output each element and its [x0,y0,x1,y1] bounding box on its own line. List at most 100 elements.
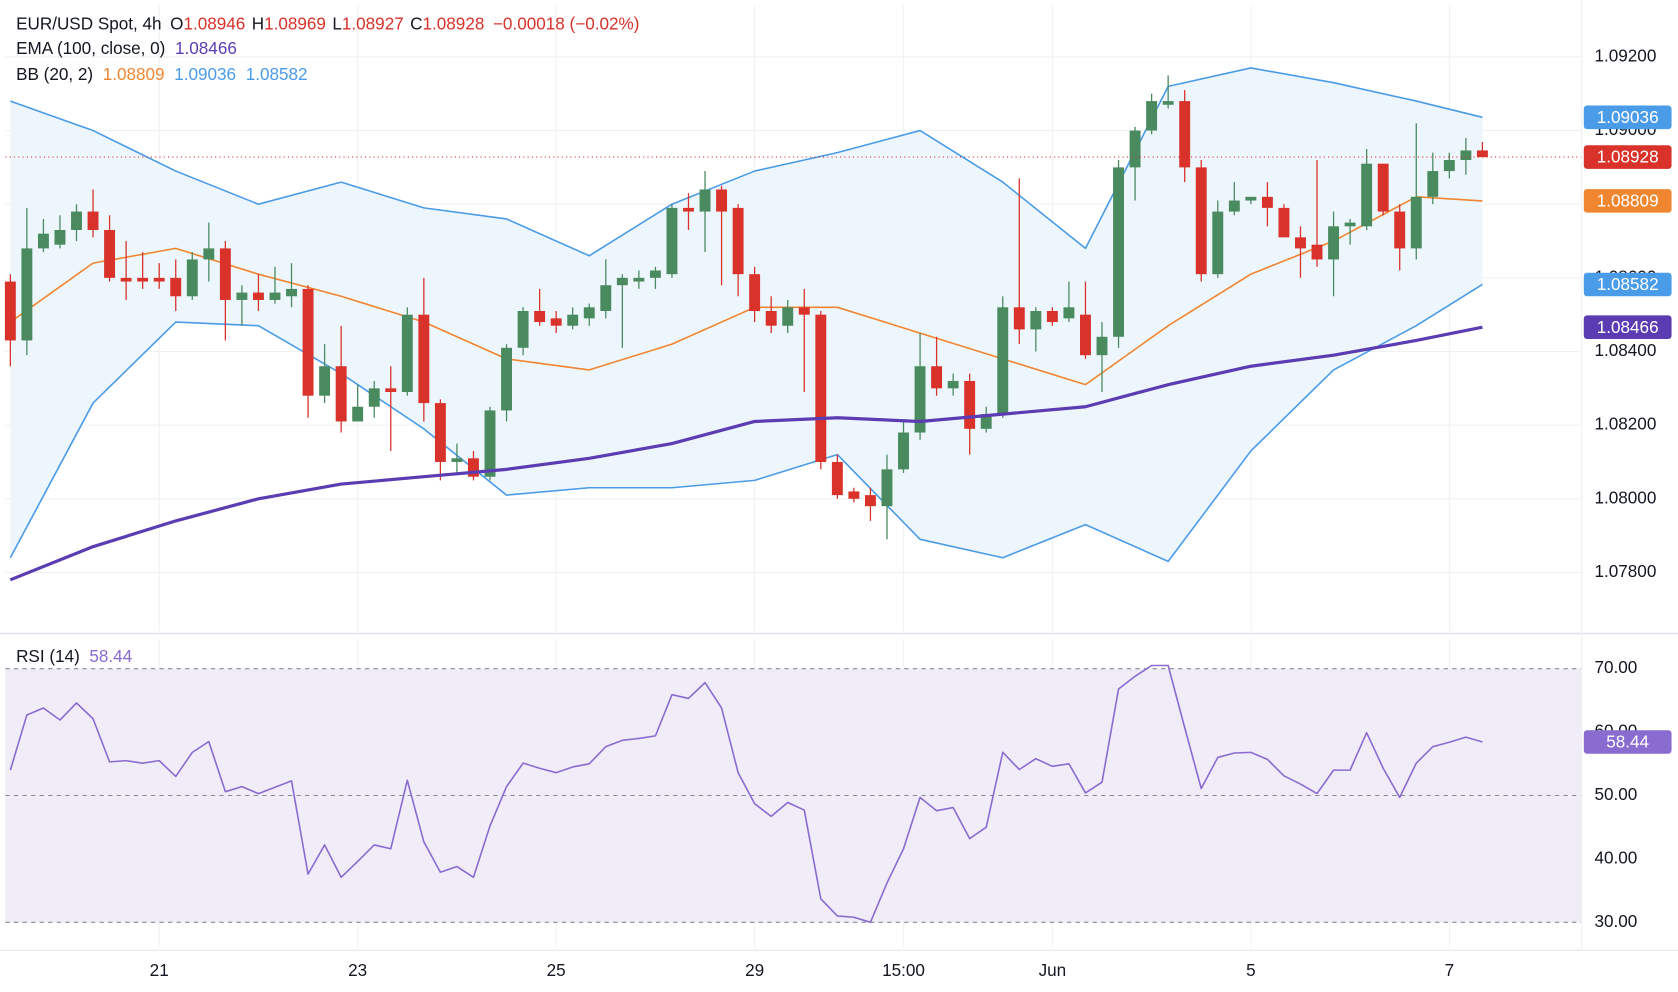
candle-body [1030,310,1042,330]
candle-body [666,207,678,275]
legend-row: RSI (14) 58.44 [16,647,133,666]
candle-body [567,314,579,326]
legend-name: BB (20, 2) [16,64,93,83]
candle-body [980,414,992,429]
legend-value: 1.09036 [174,64,236,83]
candle-body [798,307,810,315]
legend-value: 1.08466 [175,39,237,58]
legend-value: 1.08582 [246,64,308,83]
candle-body [1179,101,1191,168]
candle-body [54,229,66,245]
legend-name: EMA (100, close, 0) [16,39,165,58]
candle-body [1344,222,1356,227]
candle-body [1212,211,1224,275]
candle-body [286,288,297,297]
candle-body [1460,150,1472,161]
candle-body [881,469,893,507]
y-tick-label: 1.08000 [1595,488,1657,507]
ohlc-prefix: H [252,14,264,33]
candle-body [699,189,711,212]
candle-body [219,248,231,300]
change-label: −0.00018 (−0.02%) [493,14,639,33]
x-tick-label: 23 [348,961,367,980]
candle-body [120,277,132,282]
candle-body [583,307,595,319]
candle-body [236,292,248,300]
candle-body [203,248,215,260]
y-tick-label: 1.09200 [1595,46,1657,65]
marks-layer [4,67,1582,924]
candle-body [269,292,281,300]
candle-body [1427,171,1439,197]
candle-body [683,207,694,212]
ohlc-value: 1.08928 [423,14,485,33]
candle-body [1377,163,1389,212]
candle-body [1311,244,1323,260]
candle-body [997,307,1009,415]
price-badge [1583,145,1672,169]
text-layer: 1.078001.080001.082001.084001.086001.088… [16,14,1672,980]
indicator-line [9,325,1483,582]
ohlc-prefix: O [170,14,183,33]
y-tick-label: 30.00 [1595,912,1638,931]
y-tick-label: 50.00 [1595,785,1638,804]
x-tick-label: Jun [1039,961,1067,980]
candle-body [368,388,380,407]
candle-body [848,491,860,499]
legend-name: RSI (14) [16,647,80,666]
candle-body [401,314,413,393]
legend-row: EMA (100, close, 0) 1.08466 [16,39,237,58]
y-tick-label: 1.07800 [1595,562,1657,581]
candle-body [87,211,99,230]
y-tick-label: 40.00 [1595,848,1638,867]
candle-body [252,292,264,300]
candle-body [1162,101,1174,105]
y-tick-label: 1.08400 [1595,341,1657,360]
candle-body [765,310,777,326]
candle-body [1394,211,1406,249]
candle-body [1443,160,1455,172]
indicator-line [10,67,1483,257]
x-tick-label: 5 [1246,961,1256,980]
candle-body [1079,314,1091,356]
candle-body [1013,307,1025,330]
candle-body [186,259,198,297]
y-tick-label: 70.00 [1595,658,1638,677]
candle-body [616,277,628,286]
candle-body [335,366,347,422]
candle-body [1195,167,1207,275]
candle-body [418,314,430,404]
legend-value: 1.08809 [103,64,165,83]
candle-body [534,310,546,323]
price-badge [1583,189,1672,213]
candle-body [1278,207,1290,238]
candle-body [1245,196,1257,201]
ohlc-value: 1.08946 [183,14,245,33]
price-badge-label: 1.08928 [1597,148,1659,167]
price-badge-label: 1.09036 [1597,108,1659,127]
candle-body [1129,130,1141,168]
candle-body [170,277,182,297]
ohlc-prefix: L [332,14,342,33]
candle-body [749,274,761,311]
band-fill [10,67,1483,562]
price-badge-label: 1.08582 [1597,275,1659,294]
candle-body [864,495,876,507]
candle-body [21,248,33,341]
ohlc-prefix: C [410,14,422,33]
candle-body [1328,226,1340,260]
candle-body [153,277,165,282]
price-badge [1583,315,1672,339]
candle-body [1295,237,1306,249]
candle-body [716,189,728,212]
candle-body [1410,196,1422,249]
candle-body [517,310,529,348]
candle-body [931,366,943,389]
candle-body [1113,167,1124,337]
x-tick-label: 29 [745,961,764,980]
candle-body [1228,200,1240,212]
candle-body [732,207,744,275]
candle-body [782,307,794,326]
candle-body [71,211,82,230]
